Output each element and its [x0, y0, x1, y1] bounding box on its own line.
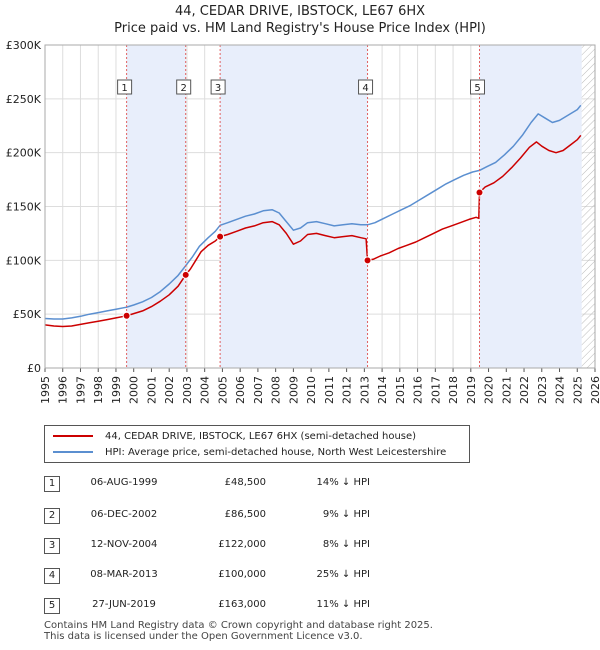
y-tick-label: £100K [6, 254, 42, 267]
legend-entry-property: 44, CEDAR DRIVE, IBSTOCK, LE67 6HX (semi… [53, 429, 416, 443]
footer-line-copyright: Contains HM Land Registry data © Crown c… [44, 620, 433, 631]
x-tick-label: 2014 [376, 376, 389, 404]
x-tick-label: 2018 [447, 376, 460, 404]
y-tick-label: £250K [6, 93, 42, 106]
sale-marker-box [117, 79, 133, 95]
sale-point [216, 232, 225, 241]
y-tick-label: £50K [13, 308, 42, 321]
legend-label-property: 44, CEDAR DRIVE, IBSTOCK, LE67 6HX (semi… [105, 430, 417, 442]
x-tick-label: 2025 [571, 376, 584, 404]
x-tick-label: 1998 [92, 376, 105, 404]
x-tick-label: 1999 [110, 376, 123, 404]
chart-legend: 44, CEDAR DRIVE, IBSTOCK, LE67 6HX (semi… [44, 425, 470, 463]
x-tick-label: 2001 [145, 376, 158, 404]
footer-line-licence: This data is licensed under the Open Gov… [44, 631, 363, 642]
x-tick-label: 2000 [128, 376, 141, 404]
x-tick-label: 2004 [199, 376, 212, 404]
sale-marker-label: 1 [121, 83, 127, 94]
sale-row: 3 12-NOV-2004 £122,000 8% ↓ HPI [0, 536, 600, 556]
x-tick-label: 2020 [483, 376, 496, 404]
sale-marker-label: 5 [474, 83, 480, 94]
sale-price: £100,000 [218, 569, 266, 580]
sale-row: 4 08-MAR-2013 £100,000 25% ↓ HPI [0, 566, 600, 586]
x-tick-label: 2007 [252, 376, 265, 404]
x-tick-label: 2009 [287, 376, 300, 404]
legend-swatch-property [53, 435, 93, 437]
sale-date: 08-MAR-2013 [90, 569, 158, 580]
sale-marker-label: 2 [181, 83, 187, 94]
sale-point [363, 256, 372, 265]
x-tick-label: 1996 [57, 376, 70, 404]
sale-date: 06-DEC-2002 [90, 509, 158, 520]
legend-label-hpi: HPI: Average price, semi-detached house,… [105, 446, 447, 458]
x-tick-label: 2012 [341, 376, 354, 404]
legend-entry-hpi: HPI: Average price, semi-detached house,… [53, 445, 446, 459]
ownership-shade [220, 45, 368, 368]
x-tick-label: 2019 [465, 376, 478, 404]
sale-date: 12-NOV-2004 [90, 539, 158, 550]
sale-date: 06-AUG-1999 [90, 477, 158, 488]
series-line-property [44, 134, 582, 328]
y-tick-label: £300K [6, 39, 42, 52]
x-tick-label: 2010 [305, 376, 318, 404]
sale-hpi-diff: 11% ↓ HPI [316, 599, 370, 610]
x-tick-label: 2008 [270, 376, 283, 404]
sale-marker-box [470, 79, 485, 95]
sale-price: £86,500 [224, 509, 266, 520]
x-tick-label: 1997 [74, 376, 87, 404]
series-line-hpi [44, 104, 582, 320]
sale-marker-box [176, 79, 192, 95]
sale-hpi-diff: 25% ↓ HPI [316, 569, 370, 580]
sale-marker-label: 4 [362, 83, 368, 94]
x-tick-label: 2023 [536, 376, 549, 404]
sale-point [122, 311, 131, 320]
price-chart: 1 2 3 4 5 £0 £50K £100K £150K £200K £250K £300K 199… [6, 39, 600, 404]
x-tick-label: 2002 [163, 376, 176, 404]
ownership-shade [479, 45, 582, 368]
x-tick-label: 2015 [394, 376, 407, 404]
y-tick-label: £150K [6, 201, 42, 214]
legend-swatch-hpi [53, 451, 93, 453]
sale-hpi-diff: 9% ↓ HPI [322, 509, 370, 520]
y-tick-label: £200K [6, 147, 42, 160]
x-tick-label: 2013 [358, 376, 371, 404]
sale-marker-label: 3 [215, 83, 221, 94]
x-tick-label: 2016 [412, 376, 425, 404]
sale-row: 5 27-JUN-2019 £163,000 11% ↓ HPI [0, 596, 600, 616]
chart-subtitle: Price paid vs. HM Land Registry's House … [114, 21, 486, 36]
sale-hpi-diff: 14% ↓ HPI [316, 477, 370, 488]
sale-number-badge: 1 [44, 476, 60, 492]
chart-title: 44, CEDAR DRIVE, IBSTOCK, LE67 6HX [174, 4, 426, 19]
x-tick-label: 2003 [181, 376, 194, 404]
sale-marker-box [210, 79, 226, 95]
x-tick-label: 2022 [518, 376, 531, 404]
sale-number-badge: 4 [44, 568, 60, 584]
footer-notice: Contains HM Land Registry data © Crown c… [44, 620, 433, 642]
plot-frame [44, 44, 596, 369]
x-tick-label: 2021 [500, 376, 513, 404]
sale-point [181, 270, 190, 279]
x-tick-label: 2005 [216, 376, 229, 404]
sale-row: 1 06-AUG-1999 £48,500 14% ↓ HPI [0, 474, 600, 494]
sale-point [475, 188, 484, 197]
ownership-shade [126, 45, 186, 368]
forecast-hatch [581, 45, 595, 368]
sale-number-badge: 3 [44, 538, 60, 554]
sale-row: 2 06-DEC-2002 £86,500 9% ↓ HPI [0, 506, 600, 526]
sale-date: 27-JUN-2019 [92, 599, 156, 610]
y-tick-label: £0 [27, 362, 41, 375]
x-tick-label: 2017 [429, 376, 442, 404]
sale-price: £163,000 [218, 599, 266, 610]
sale-marker-box [358, 79, 374, 95]
sale-price: £122,000 [218, 539, 266, 550]
x-tick-label: 2011 [323, 376, 336, 404]
sale-price: £48,500 [224, 477, 266, 488]
sale-number-badge: 5 [44, 598, 60, 614]
x-tick-label: 2024 [554, 376, 567, 404]
x-tick-label: 2026 [589, 376, 600, 404]
sale-hpi-diff: 8% ↓ HPI [322, 539, 370, 550]
x-tick-label: 2006 [234, 376, 247, 404]
sale-number-badge: 2 [44, 508, 60, 524]
x-tick-label: 1995 [39, 376, 52, 404]
